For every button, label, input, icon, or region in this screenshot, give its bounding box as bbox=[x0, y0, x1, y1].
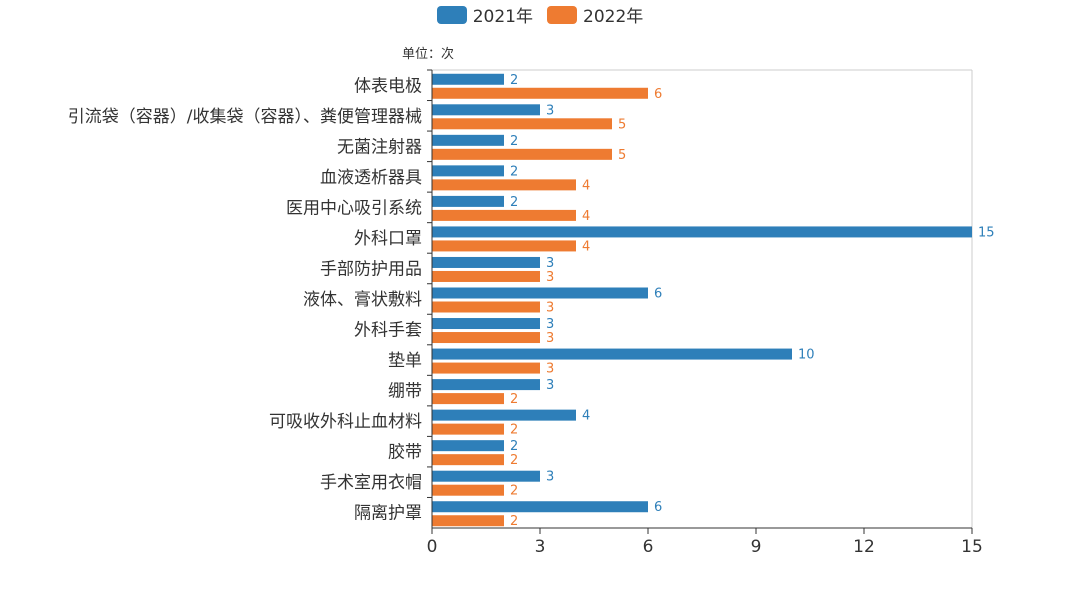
data-label-2021: 2 bbox=[510, 195, 518, 210]
bar-2022 bbox=[432, 301, 540, 313]
data-label-2022: 3 bbox=[546, 331, 554, 346]
data-label-2022: 4 bbox=[582, 209, 590, 224]
category-label: 手术室用衣帽 bbox=[320, 473, 422, 493]
x-tick-label: 6 bbox=[643, 537, 654, 557]
data-label-2021: 15 bbox=[978, 225, 995, 240]
x-tick-label: 12 bbox=[853, 537, 875, 557]
data-label-2022: 6 bbox=[654, 87, 662, 102]
bar-2022 bbox=[432, 332, 540, 344]
bar-2022 bbox=[432, 423, 504, 435]
data-label-2022: 2 bbox=[510, 514, 518, 529]
data-label-2021: 2 bbox=[510, 439, 518, 454]
bar-2022 bbox=[432, 454, 504, 466]
data-label-2022: 4 bbox=[582, 239, 590, 254]
category-label: 医用中心吸引系统 bbox=[286, 198, 422, 218]
category-label: 体表电极 bbox=[354, 76, 422, 96]
bar-2021 bbox=[432, 195, 504, 207]
data-label-2022: 5 bbox=[618, 117, 626, 132]
bar-2021 bbox=[432, 165, 504, 177]
bar-2022 bbox=[432, 362, 540, 374]
data-label-2022: 2 bbox=[510, 423, 518, 438]
data-label-2021: 3 bbox=[546, 317, 554, 332]
bar-2021 bbox=[432, 440, 504, 452]
legend-swatch-2021 bbox=[436, 5, 467, 24]
x-tick-label: 9 bbox=[751, 537, 762, 557]
bar-2021 bbox=[432, 318, 540, 330]
data-label-2022: 2 bbox=[510, 484, 518, 499]
category-label: 胶带 bbox=[388, 443, 422, 463]
data-label-2021: 2 bbox=[510, 73, 518, 88]
legend-item-2022[interactable]: 2022年 bbox=[547, 2, 643, 27]
data-label-2022: 2 bbox=[510, 392, 518, 407]
bar-2022 bbox=[432, 87, 648, 99]
legend-swatch-2022 bbox=[547, 5, 577, 24]
bar-2022 bbox=[432, 484, 504, 496]
bar-2022 bbox=[432, 118, 612, 130]
data-label-2021: 4 bbox=[582, 409, 590, 424]
bar-2022 bbox=[432, 179, 576, 191]
data-label-2021: 3 bbox=[546, 470, 554, 485]
bar-2021 bbox=[432, 226, 972, 238]
category-label: 外科口罩 bbox=[354, 229, 422, 249]
bar-2022 bbox=[432, 515, 504, 527]
bar-2022 bbox=[432, 270, 540, 282]
category-label: 可吸收外科止血材料 bbox=[269, 412, 422, 432]
bar-2022 bbox=[432, 209, 576, 221]
bar-2021 bbox=[432, 256, 540, 268]
category-label: 引流袋（容器）/收集袋（容器）、粪便管理器械 bbox=[68, 107, 422, 127]
bar-2021 bbox=[432, 409, 576, 421]
data-label-2021: 6 bbox=[654, 287, 662, 302]
x-tick-label: 3 bbox=[535, 537, 546, 557]
x-tick-label: 0 bbox=[427, 537, 438, 557]
data-label-2021: 3 bbox=[546, 103, 554, 118]
data-label-2022: 3 bbox=[546, 301, 554, 316]
bar-2021 bbox=[432, 104, 540, 116]
legend: 2021年 2022年 bbox=[0, 2, 1080, 27]
unit-label: 单位：次 bbox=[402, 47, 455, 62]
legend-label-2022: 2022年 bbox=[583, 7, 644, 27]
data-label-2022: 2 bbox=[510, 453, 518, 468]
data-label-2021: 3 bbox=[546, 378, 554, 393]
data-label-2022: 3 bbox=[546, 270, 554, 285]
category-label: 液体、膏状敷料 bbox=[303, 289, 422, 310]
bar-2021 bbox=[432, 379, 540, 391]
bar-2021 bbox=[432, 73, 504, 85]
data-label-2022: 5 bbox=[618, 148, 626, 163]
category-label: 无菌注射器 bbox=[337, 137, 422, 157]
data-label-2021: 2 bbox=[510, 164, 518, 179]
bar-2021 bbox=[432, 287, 648, 299]
bar-2021 bbox=[432, 501, 648, 513]
data-label-2022: 3 bbox=[546, 362, 554, 377]
data-label-2022: 4 bbox=[582, 178, 590, 193]
data-label-2021: 3 bbox=[546, 256, 554, 271]
bar-2022 bbox=[432, 240, 576, 252]
category-label: 绷带 bbox=[388, 382, 422, 402]
x-tick-label: 15 bbox=[961, 537, 983, 557]
category-label: 垫单 bbox=[388, 351, 422, 371]
category-label: 外科手套 bbox=[354, 321, 422, 341]
legend-item-2021[interactable]: 2021年 bbox=[436, 2, 533, 27]
data-label-2021: 6 bbox=[654, 500, 662, 515]
bar-2021 bbox=[432, 134, 504, 146]
category-label: 隔离护罩 bbox=[354, 504, 422, 524]
data-label-2021: 10 bbox=[798, 348, 815, 363]
bar-2022 bbox=[432, 393, 504, 405]
data-label-2021: 2 bbox=[510, 134, 518, 149]
category-label: 手部防护用品 bbox=[320, 259, 422, 279]
bar-2021 bbox=[432, 470, 540, 482]
bar-2021 bbox=[432, 348, 792, 360]
legend-label-2021: 2021年 bbox=[472, 7, 533, 27]
category-label: 血液透析器具 bbox=[320, 168, 422, 188]
bar-2022 bbox=[432, 148, 612, 160]
